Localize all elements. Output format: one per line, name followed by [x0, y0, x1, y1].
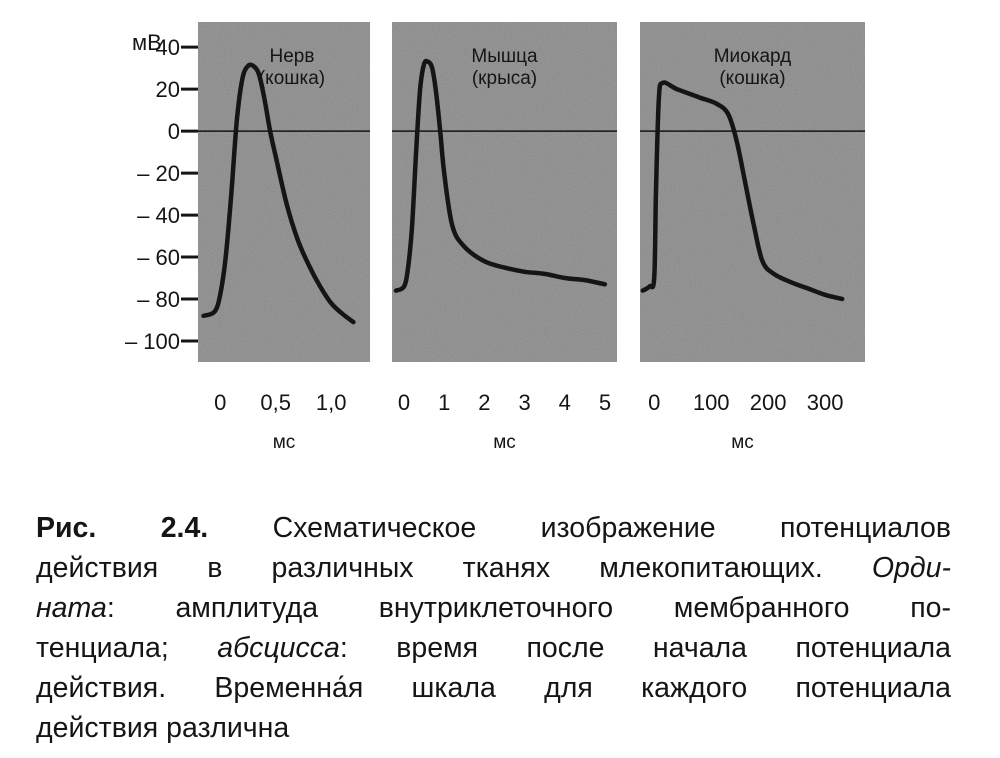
- caption-line-3: ната: амплитуда внутриклеточного мембран…: [36, 588, 951, 628]
- y-axis-unit-label: мВ: [132, 30, 162, 55]
- panel-subtitle: (кошка): [259, 68, 325, 89]
- caption-line-2-text: действия в различных тканях млекопитающи…: [36, 552, 823, 584]
- caption-abscissa-term: абсцисса: [217, 632, 340, 664]
- x-tick-label: 4: [559, 390, 571, 415]
- y-tick-label: 20: [156, 77, 180, 102]
- x-tick-label: 2: [478, 390, 490, 415]
- y-tick-label: – 20: [137, 161, 180, 186]
- x-tick-label: 200: [750, 390, 787, 415]
- panel-myocardium: Миокард(кошка) 0 100 200 300 мс: [640, 22, 865, 453]
- x-tick-label: 0: [398, 390, 410, 415]
- panel-muscle: Мышца(крыса) 0 1 2 3 4 5 мс: [392, 22, 617, 453]
- x-axis-label: мс: [731, 432, 754, 453]
- action-potential-trace: [201, 62, 356, 325]
- caption-line-2: действия в различных тканях млекопитающи…: [36, 548, 951, 588]
- caption-line-4-b: : время после начала потенциала: [339, 632, 951, 664]
- x-tick-label: 0: [648, 390, 660, 415]
- x-axis-label: мс: [273, 432, 296, 453]
- x-axis-label: мс: [493, 432, 516, 453]
- y-tick-label: – 40: [137, 203, 180, 228]
- panel-nerve: Нерв(кошка) 0 0,5 1,0 мс: [198, 22, 370, 453]
- caption-ordinate-term: Орди-: [871, 552, 951, 584]
- panel-texture: [640, 22, 865, 362]
- caption-line-4: тенциала; абсцисса: время после начала п…: [36, 628, 951, 668]
- action-potential-trace: [640, 80, 845, 302]
- caption-line-4-a: тенциала;: [36, 632, 169, 664]
- y-tick-label: – 80: [137, 287, 180, 312]
- x-tick-label: 0,5: [260, 390, 291, 415]
- x-tick-label: 0: [214, 390, 226, 415]
- caption-line-1: Рис. 2.4. Схематическое изображение поте…: [36, 508, 951, 548]
- panel-texture: [392, 22, 617, 362]
- panel-subtitle: (крыса): [472, 68, 537, 89]
- x-tick-label: 100: [693, 390, 730, 415]
- x-tick-label: 1,0: [316, 390, 347, 415]
- figure-caption: Рис. 2.4. Схематическое изображение поте…: [36, 508, 951, 748]
- caption-line-5: действия. Временна́я шкала для каждого п…: [36, 672, 951, 704]
- panel-title: Мышца: [471, 46, 538, 67]
- x-tick-label: 1: [438, 390, 450, 415]
- x-tick-label: 5: [599, 390, 611, 415]
- caption-line-3-text: : амплитуда внутриклеточного мембранного…: [106, 592, 951, 624]
- y-tick-label: – 60: [137, 245, 180, 270]
- y-tick-label: 0: [168, 119, 180, 144]
- action-potential-trace: [393, 58, 608, 293]
- caption-line-6: действия различна: [36, 712, 290, 744]
- caption-figure-label: Рис. 2.4.: [36, 512, 209, 544]
- x-tick-label: 300: [807, 390, 844, 415]
- y-tick-label: 40: [156, 35, 180, 60]
- y-tick-label: – 100: [125, 329, 180, 354]
- caption-ordinate-term-end: ната: [36, 592, 107, 624]
- panel-title: Нерв: [270, 46, 315, 67]
- panel-subtitle: (кошка): [719, 68, 785, 89]
- panel-title: Миокард: [714, 46, 792, 67]
- x-tick-label: 3: [518, 390, 530, 415]
- caption-line-1-text: Схематическое изображение потенциалов: [272, 512, 951, 544]
- y-axis: 40 20 0 – 20 – 40 – 60 – 80 – 100: [125, 35, 198, 354]
